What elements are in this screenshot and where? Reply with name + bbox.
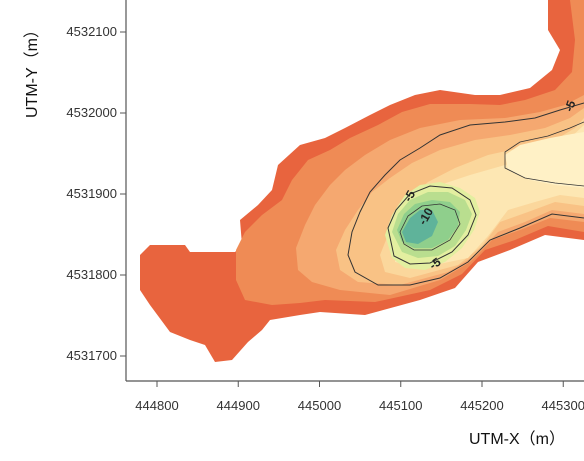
y-tick-label: 4531700: [66, 348, 117, 363]
x-tick-label: 445000: [298, 398, 341, 413]
y-tick-label: 4532100: [66, 24, 117, 39]
y-tick-label: 4532000: [66, 105, 117, 120]
contour-line: [347, 102, 584, 286]
y-axis-title: UTM-Y（m）: [23, 22, 41, 118]
x-tick-label: 444900: [217, 398, 260, 413]
contour-value-label: -5: [562, 98, 579, 113]
contour-band-7: [505, 132, 584, 188]
x-tick-label: 445200: [460, 398, 503, 413]
x-axis-ticks: 444800 444900 445000 445100 445200 445300: [135, 381, 584, 413]
contour-line: [504, 121, 584, 187]
y-tick-label: 4531800: [66, 267, 117, 282]
y-axis-ticks: 4531700 4531800 4531900 4532000 4532100: [66, 24, 126, 363]
contour-line: [399, 203, 461, 251]
x-axis-title: UTM-X（m）: [469, 430, 565, 448]
x-tick-label: 445100: [379, 398, 422, 413]
x-tick-label: 444800: [135, 398, 178, 413]
contour-line: [387, 185, 477, 265]
contour-map: [140, 0, 584, 362]
y-tick-label: 4531900: [66, 186, 117, 201]
pit-band-4: [402, 210, 438, 244]
x-tick-label: 445300: [542, 398, 584, 413]
